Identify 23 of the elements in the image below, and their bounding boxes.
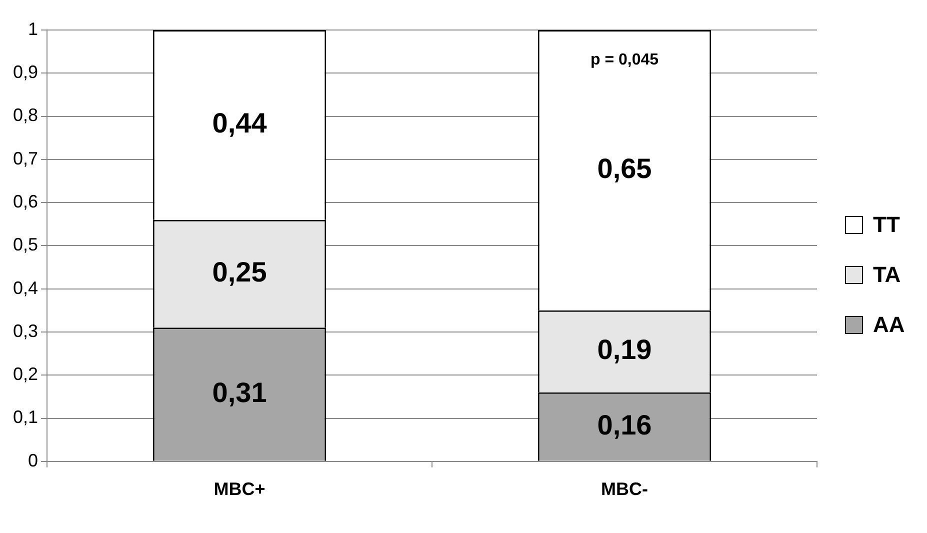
y-tick-label: 0,2 [12, 364, 38, 384]
x-tick-label: MBC- [601, 479, 648, 500]
data-label: 0,19 [597, 334, 652, 366]
legend-label: AA [873, 312, 905, 338]
annotation: p = 0,045 [590, 51, 659, 68]
y-tick-label: 0,7 [12, 148, 38, 168]
y-tick-label: 1 [28, 18, 38, 39]
data-label: 0,65 [597, 152, 652, 184]
data-label: 0,44 [212, 108, 268, 139]
y-tick-label: 0,1 [12, 407, 38, 428]
data-label: 0,16 [597, 409, 652, 440]
y-tick-label: 0,9 [12, 62, 38, 82]
data-label: 0,25 [212, 256, 267, 288]
data-label: 0,31 [212, 377, 267, 408]
y-tick-label: 0 [28, 450, 38, 470]
legend-label: TA [873, 262, 901, 288]
y-tick-label: 0,5 [12, 234, 38, 255]
x-tick-label: MBC+ [214, 479, 266, 500]
text: TT [873, 212, 900, 238]
y-tick-label: 0,8 [12, 105, 38, 126]
y-tick-label: 0,6 [12, 192, 38, 212]
y-tick-label: 0,4 [12, 278, 38, 298]
y-tick-label: 0,3 [12, 320, 38, 341]
